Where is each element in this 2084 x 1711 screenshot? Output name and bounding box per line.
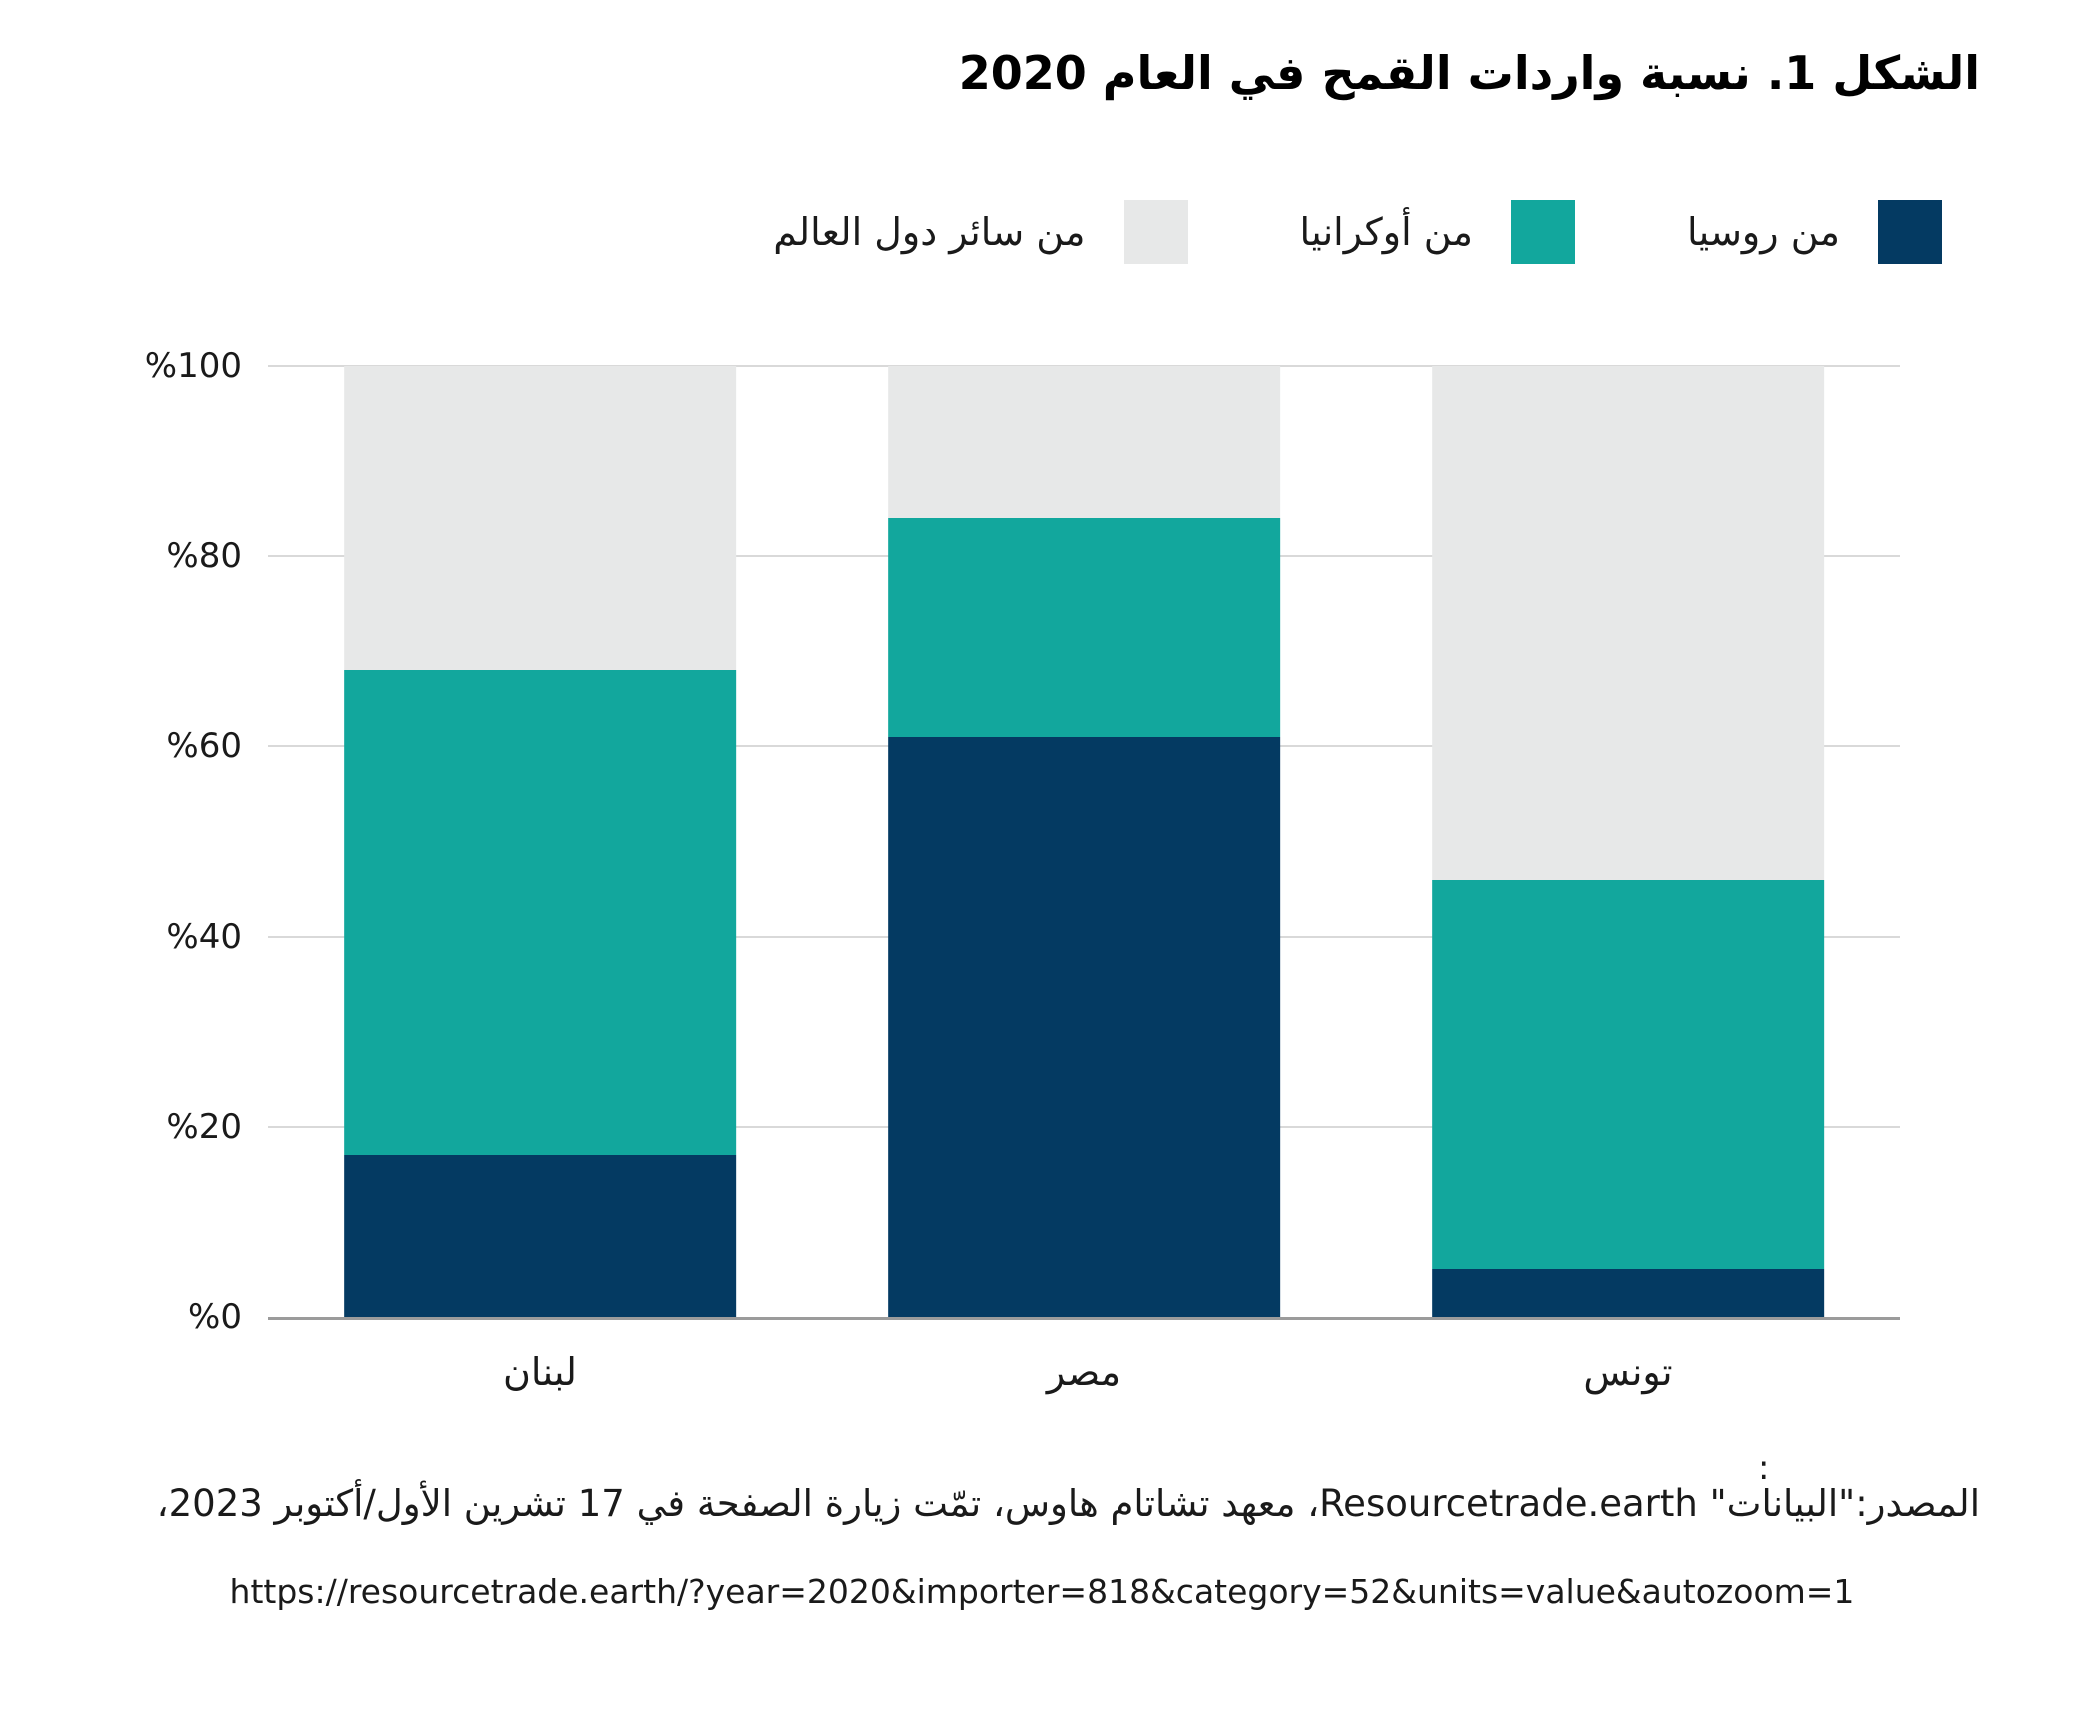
bar-1 — [888, 366, 1280, 1317]
bar-segment — [888, 736, 1280, 1317]
chart-title: الشكل 1. نسبة واردات القمح في العام 2020 — [958, 46, 1980, 100]
x-category-label: مصر — [1046, 1350, 1122, 1394]
legend-label-russia: من روسيا — [1687, 210, 1840, 254]
y-axis: %0 %20 %40 %60 %80 %100 — [0, 346, 242, 1337]
gridline — [268, 365, 1900, 367]
legend: من روسيا من أوكرانيا من سائر دول العالم — [773, 200, 1942, 264]
x-axis-baseline — [268, 1317, 1900, 1320]
source-url: https://resourcetrade.earth/?year=2020&i… — [229, 1572, 1855, 1611]
source-colon: : — [1758, 1448, 1770, 1488]
x-category-label: لبنان — [502, 1350, 577, 1394]
y-tick-label: %20 — [166, 1106, 242, 1147]
legend-item-ukraine: من أوكرانيا — [1300, 200, 1576, 264]
plot-area — [268, 365, 1900, 1320]
bar-segment — [344, 1155, 736, 1317]
x-axis: لبنان مصر تونس — [268, 1350, 1900, 1410]
bar-segment — [888, 366, 1280, 519]
y-tick-label: %40 — [166, 916, 242, 957]
legend-item-rest-of-world: من سائر دول العالم — [773, 200, 1188, 264]
bar-segment — [344, 366, 736, 671]
bar-2 — [1432, 366, 1824, 1317]
legend-item-russia: من روسيا — [1687, 200, 1942, 264]
bar-segment — [1432, 366, 1824, 880]
bar-segment — [1432, 879, 1824, 1270]
bar-segment — [1432, 1269, 1824, 1317]
legend-label-ukraine: من أوكرانيا — [1299, 210, 1474, 254]
legend-label-rest-of-world: من سائر دول العالم — [773, 210, 1086, 254]
legend-swatch-russia — [1878, 200, 1942, 264]
bar-segment — [344, 670, 736, 1156]
bar-segment — [888, 518, 1280, 737]
source-text: المصدر:"البيانات" Resourcetrade.earth، م… — [156, 1482, 1980, 1525]
y-tick-label: %0 — [188, 1297, 242, 1337]
legend-swatch-ukraine — [1511, 200, 1576, 264]
y-tick-label: %60 — [166, 726, 242, 767]
y-tick-label: %80 — [166, 536, 242, 577]
bar-0 — [344, 366, 736, 1317]
y-tick-label: %100 — [144, 346, 242, 386]
legend-swatch-rest-of-world — [1123, 200, 1188, 264]
x-category-label: تونس — [1583, 1350, 1673, 1394]
